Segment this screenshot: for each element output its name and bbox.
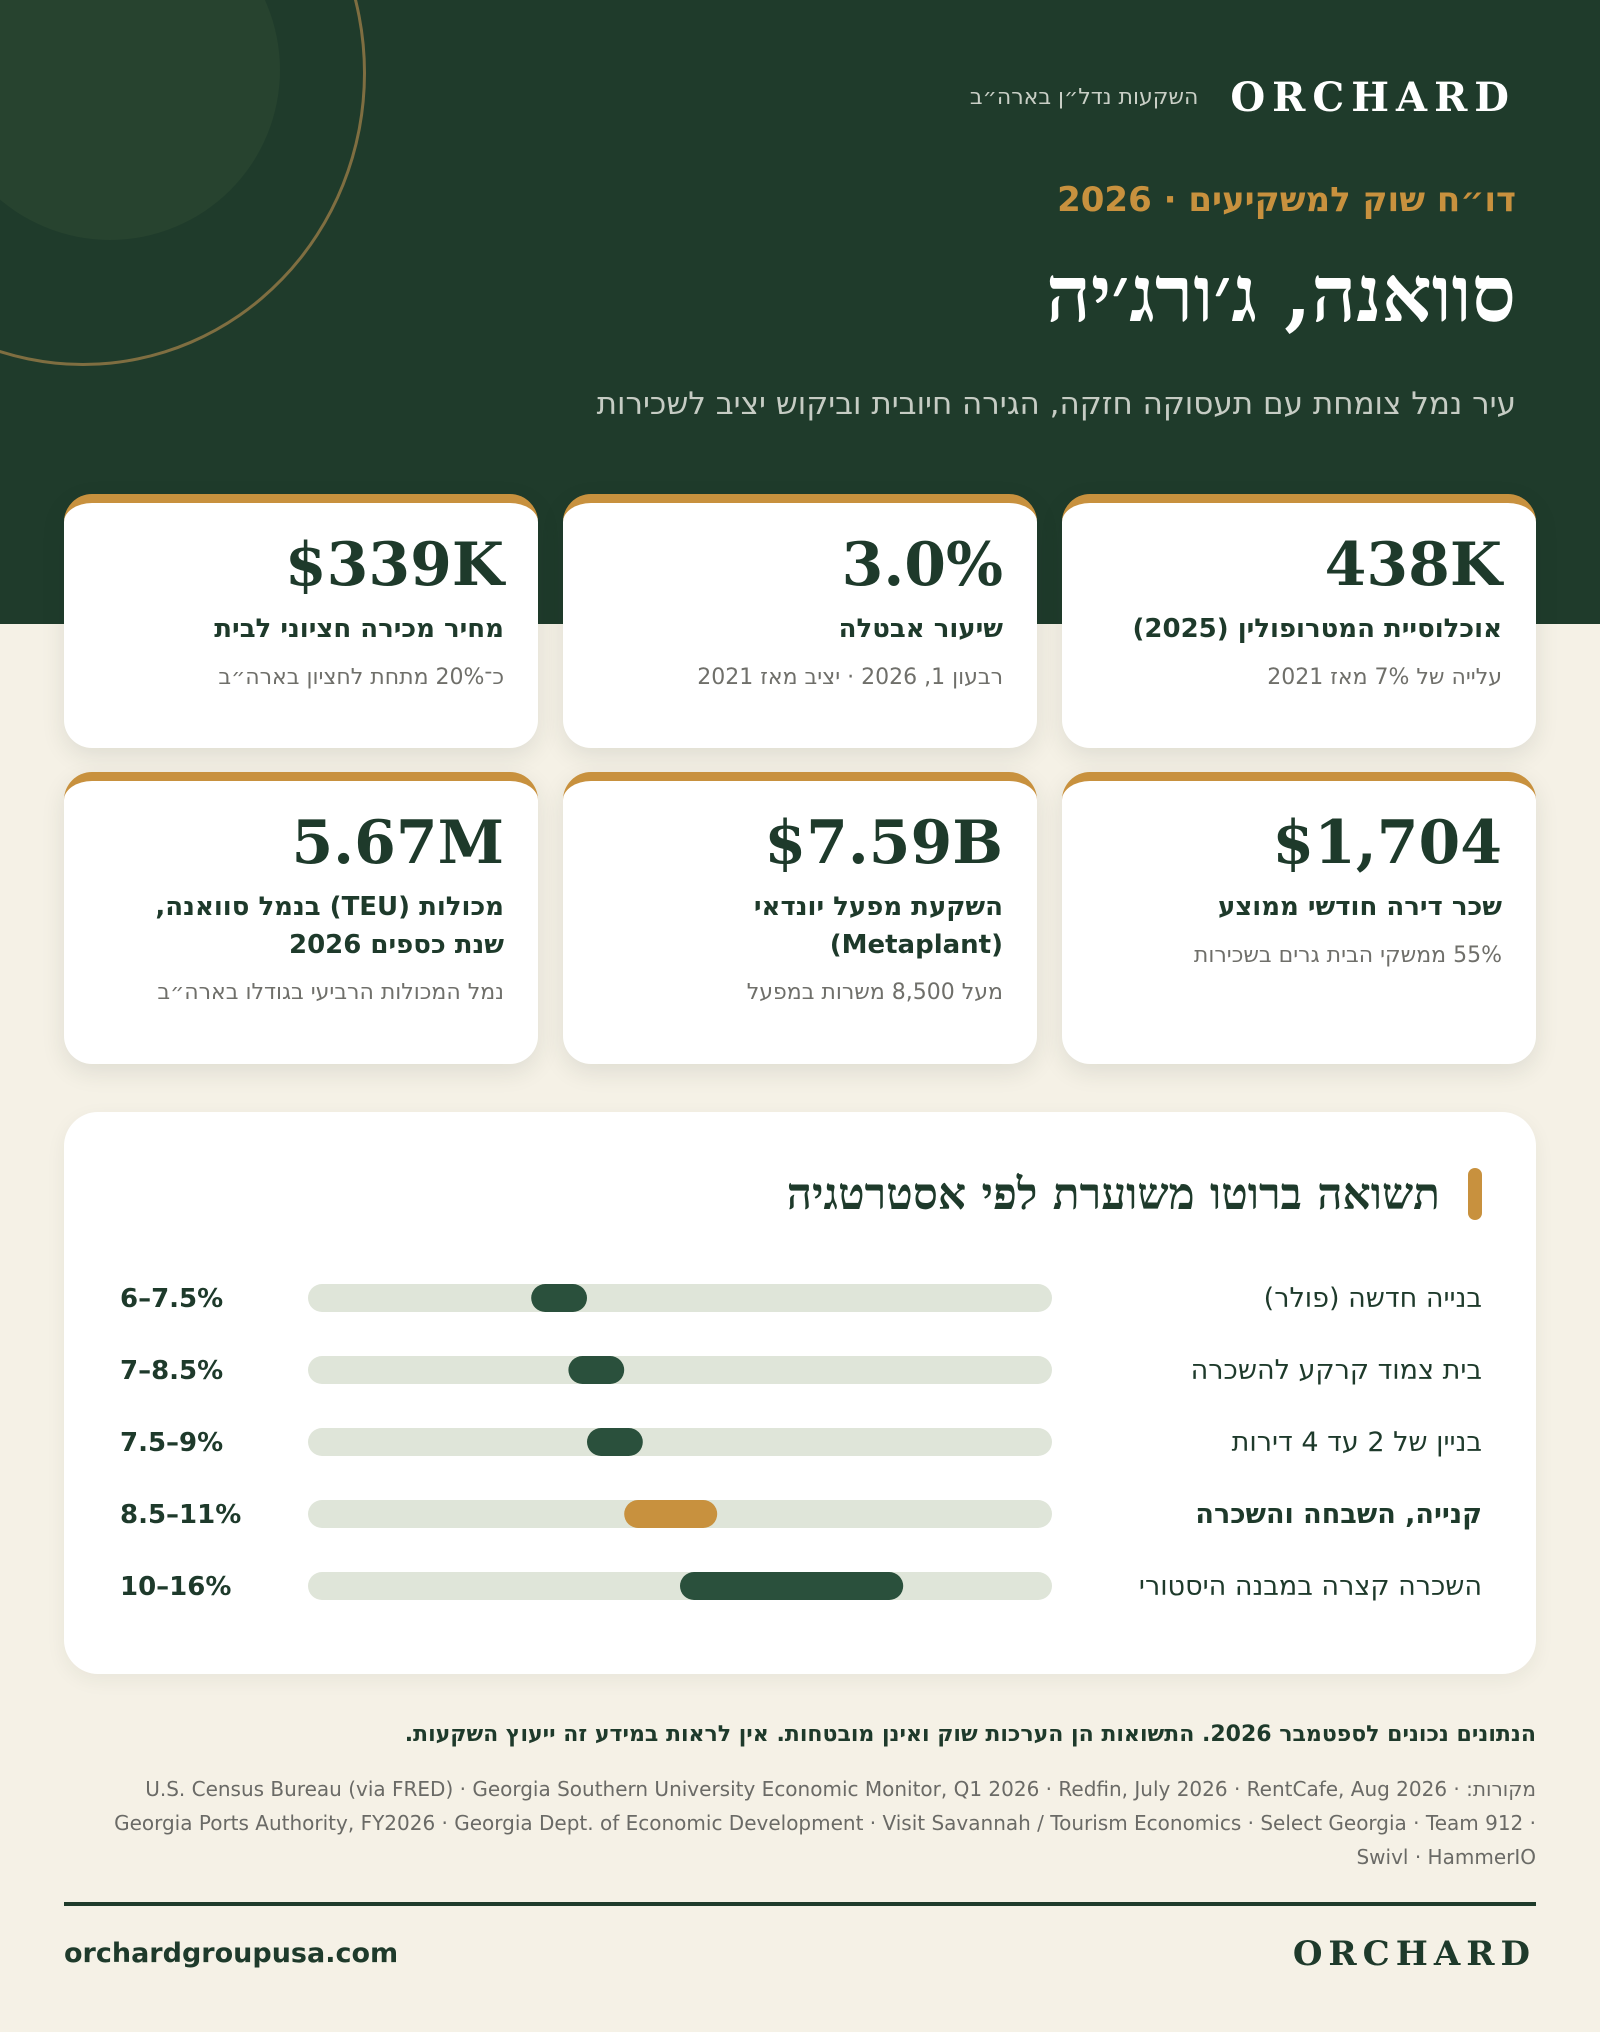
bar-value-label: 8.5–11% bbox=[120, 1500, 241, 1530]
stat-note: רבעון 1, 2026 · יציב מאז 2021 bbox=[697, 664, 1003, 690]
category-label: בנייה חדשה (פולר) bbox=[1264, 1283, 1482, 1314]
chart-title-accent bbox=[1468, 1168, 1482, 1220]
stat-note: 55% ממשקי הבית גרים בשכירות bbox=[1193, 942, 1502, 968]
bar-value-label: 7–8.5% bbox=[120, 1356, 223, 1386]
stat-value: 5.67M bbox=[291, 808, 504, 878]
bar-track bbox=[308, 1356, 1052, 1384]
category-label: בית צמוד קרקע להשכרה bbox=[1191, 1355, 1482, 1386]
footer-divider bbox=[64, 1902, 1536, 1906]
stat-value: $1,704 bbox=[1272, 808, 1502, 878]
page-title: סוואנה, ג׳ורג׳יה bbox=[1045, 249, 1516, 340]
yield-range-chart: 6–7.5% בנייה חדשה (פולר) 7–8.5% בית צמוד קר… bbox=[120, 1283, 1482, 1602]
stat-label: שיעור אבטלה bbox=[838, 614, 1003, 644]
stat-value: $7.59B bbox=[764, 808, 1003, 878]
stat-card-median-price: $339K מחיר מכירה חציוני לבית כ־20% מתחת … bbox=[64, 494, 538, 748]
stat-label: שכר דירה חודשי ממוצע bbox=[1218, 892, 1502, 922]
footer-logo: ORCHARD bbox=[1292, 1934, 1536, 1974]
stat-note: מעל 8,500 משרות במפעל bbox=[746, 980, 1003, 1006]
stat-card-rent: $1,704 שכר דירה חודשי ממוצע 55% ממשקי הב… bbox=[1062, 772, 1536, 1064]
stat-value: 438K bbox=[1324, 530, 1502, 600]
decorative-ring bbox=[0, 0, 366, 366]
chart-row: 8.5–11% קנייה, השבחה והשכרה bbox=[120, 1499, 1482, 1530]
bar-track bbox=[308, 1284, 1052, 1312]
category-label: קנייה, השבחה והשכרה bbox=[1195, 1499, 1482, 1530]
stat-card-port: 5.67M מכולות (TEU) בנמל סוואנה, שנת כספי… bbox=[64, 772, 538, 1064]
stat-label: השקעת מפעל יונדאי (Metaplant) bbox=[753, 892, 1003, 960]
bar-value-label: 10–16% bbox=[120, 1572, 231, 1602]
stat-value: 3.0% bbox=[841, 530, 1003, 600]
chart-row: 7–8.5% בית צמוד קרקע להשכרה bbox=[120, 1355, 1482, 1386]
category-label: בניין של 2 עד 4 דירות bbox=[1232, 1427, 1482, 1458]
category-label: השכרה קצרה במבנה היסטורי bbox=[1139, 1571, 1482, 1602]
stat-card-hyundai: $7.59B השקעת מפעל יונדאי (Metaplant) מעל… bbox=[563, 772, 1037, 1064]
bar-range bbox=[568, 1356, 625, 1384]
stat-value: $339K bbox=[284, 530, 504, 600]
bar-track bbox=[308, 1428, 1052, 1456]
brand-header: ORCHARD השקעות נדל״ן בארה״ב bbox=[970, 72, 1516, 122]
stat-card-unemployment: 3.0% שיעור אבטלה רבעון 1, 2026 · יציב מא… bbox=[563, 494, 1037, 748]
chart-title: תשואה ברוטו משוערת לפי אסטרטגיה bbox=[786, 1168, 1440, 1220]
disclaimer: הנתונים נכונים לספטמבר 2026. התשואות הן … bbox=[404, 1722, 1536, 1747]
report-label: דו״ח שוק למשקיעים · 2026 bbox=[1057, 180, 1516, 220]
bar-range bbox=[587, 1428, 643, 1456]
stat-note: עלייה של 7% מאז 2021 bbox=[1267, 664, 1502, 690]
brand-tagline: השקעות נדל״ן בארה״ב bbox=[969, 84, 1199, 110]
stat-note: נמל המכולות הרביעי בגודלו בארה״ב bbox=[157, 980, 504, 1006]
brand-logo[interactable]: ORCHARD bbox=[1230, 73, 1516, 121]
stat-label: מכולות (TEU) בנמל סוואנה, שנת כספים 2026 bbox=[155, 892, 504, 960]
yield-chart-panel: תשואה ברוטו משוערת לפי אסטרטגיה 6–7.5% בנ… bbox=[64, 1112, 1536, 1674]
footer-website-link[interactable]: orchardgroupusa.com bbox=[64, 1938, 399, 1969]
chart-row: 10–16% השכרה קצרה במבנה היסטורי bbox=[120, 1571, 1482, 1602]
chart-row: 7.5–9% בניין של 2 עד 4 דירות bbox=[120, 1427, 1482, 1458]
bar-range bbox=[680, 1572, 904, 1600]
bar-value-label: 7.5–9% bbox=[120, 1428, 223, 1458]
sources-list: מקורות: U.S. Census Bureau (via FRED) · … bbox=[114, 1777, 1536, 1869]
bar-range bbox=[531, 1284, 587, 1312]
stat-label: מחיר מכירה חציוני לבית bbox=[214, 614, 504, 644]
bar-value-label: 6–7.5% bbox=[120, 1284, 223, 1314]
stat-card-population: 438K אוכלוסיית המטרופולין (2025) עלייה ש… bbox=[1062, 494, 1536, 748]
chart-row: 6–7.5% בנייה חדשה (פולר) bbox=[120, 1283, 1482, 1314]
page-subtitle: עיר נמל צומחת עם תעסוקה חזקה, הגירה חיוב… bbox=[596, 386, 1516, 422]
stat-note: כ־20% מתחת לחציון בארה״ב bbox=[218, 664, 504, 690]
stat-label: אוכלוסיית המטרופולין (2025) bbox=[1132, 614, 1502, 644]
bar-range bbox=[624, 1500, 718, 1528]
chart-header: תשואה ברוטו משוערת לפי אסטרטגיה bbox=[787, 1168, 1482, 1220]
